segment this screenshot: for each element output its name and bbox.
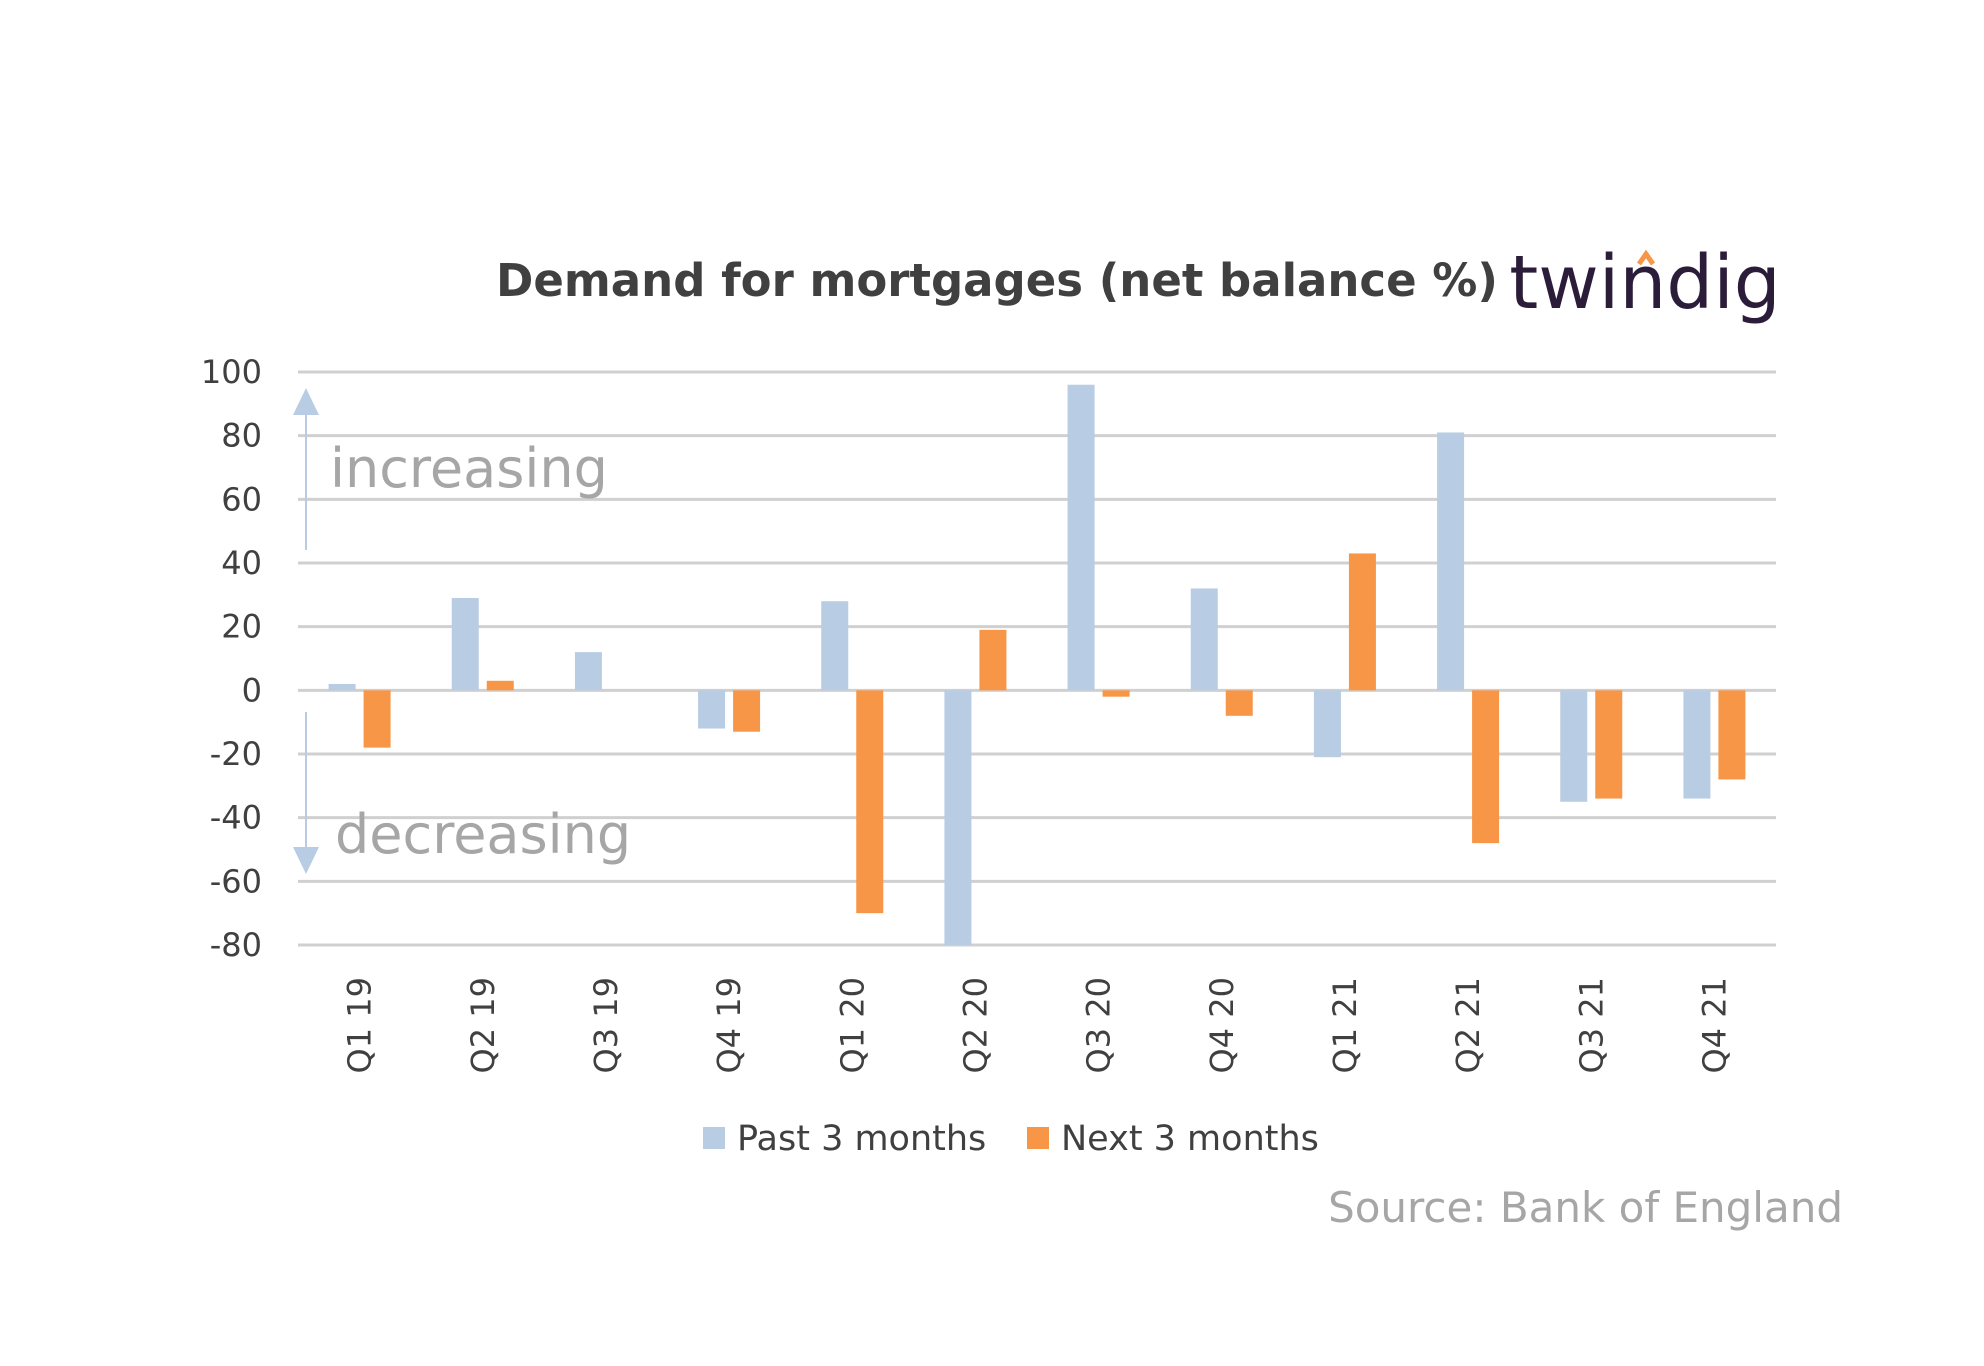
bar-past-5 [944, 690, 972, 945]
increasing-label: increasing [330, 437, 608, 500]
x-tick-label: Q3 21 [1572, 977, 1610, 1073]
bar-next-0 [363, 690, 391, 748]
bar-past-2 [574, 652, 602, 691]
legend-label-past: Past 3 months [737, 1119, 986, 1159]
x-tick-label: Q1 20 [833, 977, 871, 1073]
x-tick-label: Q4 19 [710, 977, 748, 1073]
bar-past-1 [451, 598, 479, 691]
decreasing-label: decreasing [335, 803, 631, 866]
bar-past-10 [1560, 690, 1588, 802]
source-note: Source: Bank of England [1328, 1183, 1843, 1232]
twindig-logo: twindig [1509, 240, 1781, 326]
chart-title: Demand for mortgages (net balance %) [496, 254, 1498, 307]
x-tick-label: Q4 20 [1203, 977, 1241, 1073]
x-tick-label: Q4 21 [1695, 977, 1733, 1073]
x-tick-label: Q1 21 [1326, 977, 1364, 1073]
y-tick-label: -80 [210, 926, 262, 964]
y-tick-label: -40 [210, 799, 262, 837]
x-tick-label: Q1 19 [341, 977, 379, 1073]
bar-next-10 [1595, 690, 1623, 799]
x-tick-label: Q2 19 [464, 977, 502, 1073]
bar-past-6 [1067, 384, 1095, 691]
y-tick-label: -60 [210, 862, 262, 900]
bar-next-9 [1472, 690, 1500, 844]
bar-past-11 [1683, 690, 1711, 799]
x-axis: Q1 19 Q2 19 Q3 19 Q4 19 Q1 20 Q2 20 Q3 20 Q4 20… [341, 977, 1734, 1073]
bar-past-8 [1313, 690, 1341, 758]
legend-swatch-next [1027, 1127, 1049, 1149]
x-tick-label: Q2 20 [956, 977, 994, 1073]
bar-next-11 [1718, 690, 1746, 780]
bar-past-7 [1190, 588, 1218, 691]
increasing-annotation: increasing [293, 388, 608, 550]
x-tick-label: Q2 21 [1449, 977, 1487, 1073]
bar-next-8 [1348, 553, 1376, 691]
bar-past-4 [821, 601, 849, 691]
y-tick-label: -20 [210, 735, 262, 773]
bar-next-3 [733, 690, 761, 732]
y-tick-label: 80 [221, 417, 262, 455]
bars [328, 384, 1746, 945]
y-tick-label: 20 [221, 608, 262, 646]
bar-next-5 [979, 629, 1007, 691]
bar-next-4 [856, 690, 884, 914]
bar-past-3 [698, 690, 726, 729]
bar-past-9 [1437, 432, 1465, 691]
down-arrow-icon [293, 847, 319, 874]
bar-next-1 [486, 680, 514, 691]
legend-swatch-past [703, 1127, 725, 1149]
decreasing-annotation: decreasing [293, 712, 631, 874]
legend: Past 3 months Next 3 months [703, 1119, 1319, 1159]
legend-label-next: Next 3 months [1061, 1119, 1319, 1159]
bar-next-7 [1225, 690, 1253, 716]
x-tick-label: Q3 19 [587, 977, 625, 1073]
x-tick-label: Q3 20 [1080, 977, 1118, 1073]
y-tick-label: 60 [221, 480, 262, 518]
up-arrow-icon [293, 388, 319, 415]
bar-next-6 [1102, 690, 1130, 697]
legend-item-past: Past 3 months [703, 1119, 986, 1159]
legend-item-next: Next 3 months [1027, 1119, 1319, 1159]
logo-roof-icon [1636, 249, 1656, 266]
y-tick-label: 0 [242, 671, 262, 709]
y-axis: 100 80 60 40 20 0 -20 -40 -60 -80 [201, 353, 262, 964]
y-tick-label: 40 [221, 544, 262, 582]
bar-past-0 [328, 683, 356, 691]
gridlines [298, 370, 1776, 947]
y-tick-label: 100 [201, 353, 262, 391]
